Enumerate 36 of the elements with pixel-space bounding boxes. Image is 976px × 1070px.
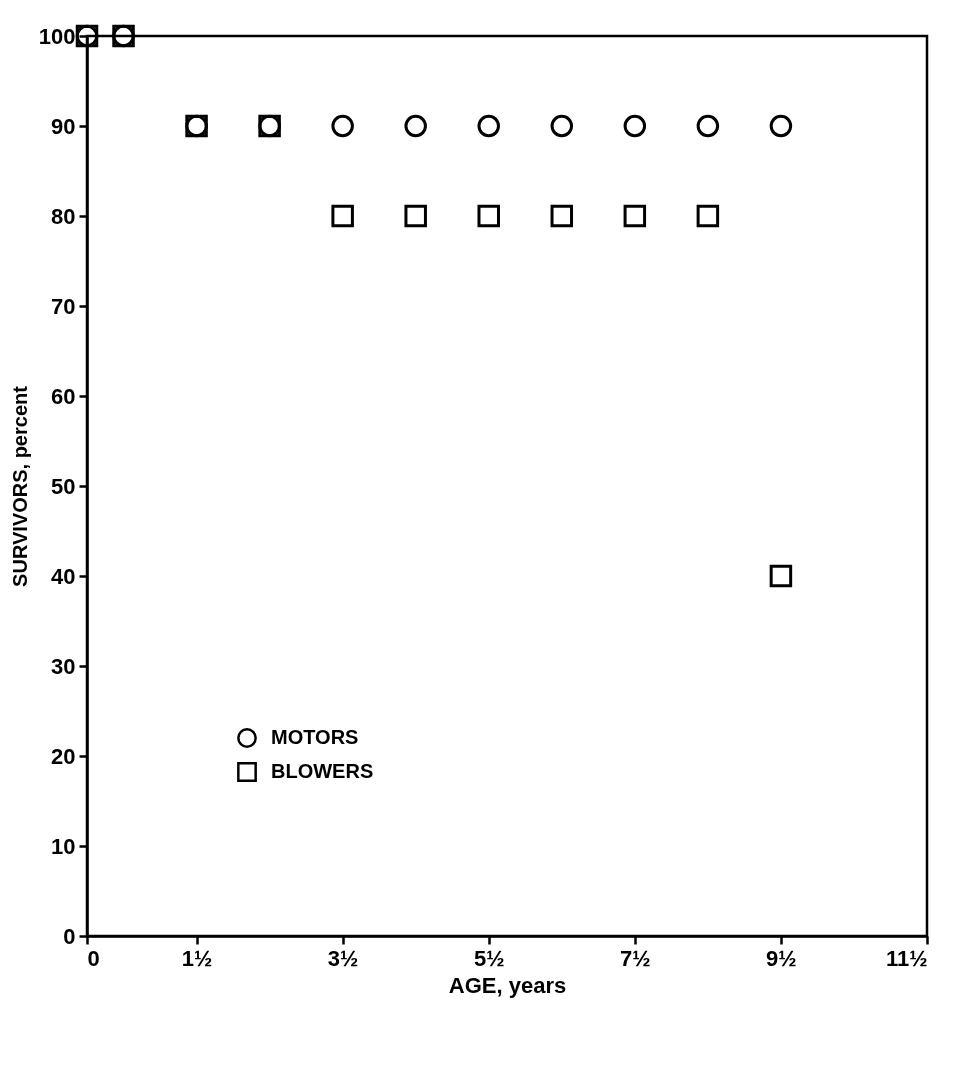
x-tick-label: 5½ bbox=[473, 945, 505, 971]
y-tick-label: 70 bbox=[51, 293, 76, 319]
y-tick-label: 90 bbox=[51, 113, 76, 139]
point bbox=[404, 114, 427, 138]
point bbox=[696, 204, 720, 228]
y-tick-label: 10 bbox=[51, 833, 76, 859]
point bbox=[769, 564, 793, 588]
point bbox=[769, 114, 793, 138]
point bbox=[331, 114, 354, 138]
x-tick-label: 9½ bbox=[766, 945, 797, 971]
point bbox=[404, 204, 427, 228]
y-tick-label: 0 bbox=[63, 923, 76, 949]
y-tick-label: 80 bbox=[51, 203, 76, 229]
y-tick-label: 20 bbox=[51, 743, 76, 769]
x-tick-label: 3½ bbox=[327, 945, 359, 971]
y-tick-label: 30 bbox=[51, 653, 76, 679]
point bbox=[696, 114, 720, 138]
y-tick-label: 50 bbox=[51, 473, 76, 499]
x-tick-label: 1½ bbox=[181, 945, 213, 971]
x-tick-label: 11½ bbox=[885, 945, 928, 971]
x-tick-label: 7½ bbox=[620, 945, 651, 971]
point bbox=[623, 204, 647, 228]
x-tick-label: 0 bbox=[87, 945, 100, 971]
point bbox=[477, 204, 500, 228]
legend-label: BLOWERS bbox=[271, 760, 374, 782]
legend-label: MOTORS bbox=[271, 726, 359, 748]
y-tick-label: 100 bbox=[38, 23, 76, 49]
point bbox=[477, 114, 500, 138]
x-axis-title: AGE, years bbox=[448, 972, 567, 998]
point bbox=[550, 204, 574, 228]
y-axis-title: SURVIVORS, percent bbox=[8, 385, 31, 587]
point bbox=[550, 114, 574, 138]
point bbox=[331, 204, 354, 228]
y-tick-label: 40 bbox=[51, 563, 76, 589]
y-tick-label: 60 bbox=[51, 383, 76, 409]
point bbox=[623, 114, 647, 138]
